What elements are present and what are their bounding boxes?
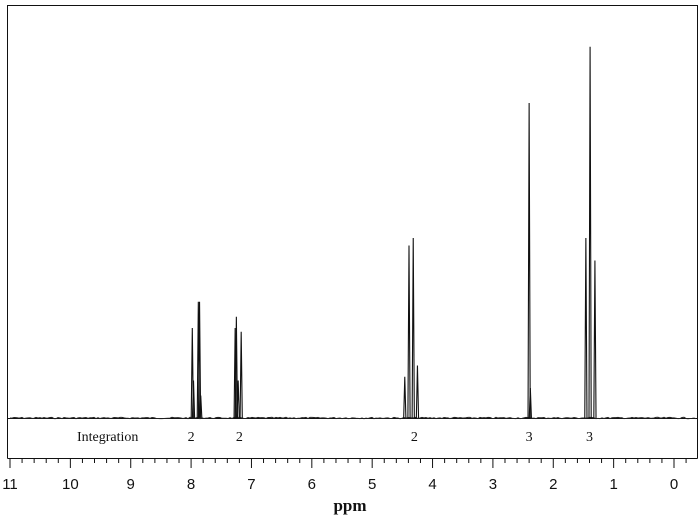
x-tick-label: 3 (489, 476, 497, 493)
x-tick-label: 11 (2, 476, 18, 493)
peaks-layer (9, 46, 697, 420)
peak-1 (191, 380, 196, 419)
integration-value: 3 (526, 430, 533, 445)
peak-3 (197, 301, 202, 419)
spectrum-baseline (9, 416, 697, 420)
peak-14 (528, 387, 532, 419)
integration-label: Integration (77, 430, 138, 445)
plot-frame (7, 5, 698, 419)
x-tick-label: 9 (127, 476, 135, 493)
peak-15 (584, 237, 588, 419)
peak-12 (415, 365, 420, 419)
integration-value: 2 (411, 430, 418, 445)
peak-13 (527, 102, 531, 419)
x-tick-label: 1 (609, 476, 617, 493)
x-tick-label: 6 (308, 476, 316, 493)
integration-row: Integration 2 2 2 3 3 (7, 418, 698, 459)
x-tick-label: 0 (670, 476, 678, 493)
x-tick-label: 5 (368, 476, 376, 493)
peak-16 (588, 46, 592, 419)
x-axis-label: ppm (333, 496, 366, 515)
peak-8 (239, 331, 243, 419)
x-tick-label: 2 (549, 476, 557, 493)
peak-7 (236, 380, 240, 419)
peak-6 (234, 316, 239, 419)
peak-9 (403, 376, 407, 419)
x-tick-label: 7 (247, 476, 255, 493)
peak-11 (411, 237, 415, 419)
peak-4 (199, 395, 203, 419)
x-tick-label: 10 (62, 476, 79, 493)
x-tick-label: 4 (428, 476, 436, 493)
integration-value: 3 (586, 430, 593, 445)
peak-10 (407, 245, 411, 419)
x-tick-label: 8 (187, 476, 195, 493)
x-axis: 11 10 9 8 7 6 5 4 3 2 1 0 (2, 459, 687, 493)
peak-17 (593, 260, 597, 419)
integration-value: 2 (188, 430, 195, 445)
integration-value: 2 (236, 430, 243, 445)
